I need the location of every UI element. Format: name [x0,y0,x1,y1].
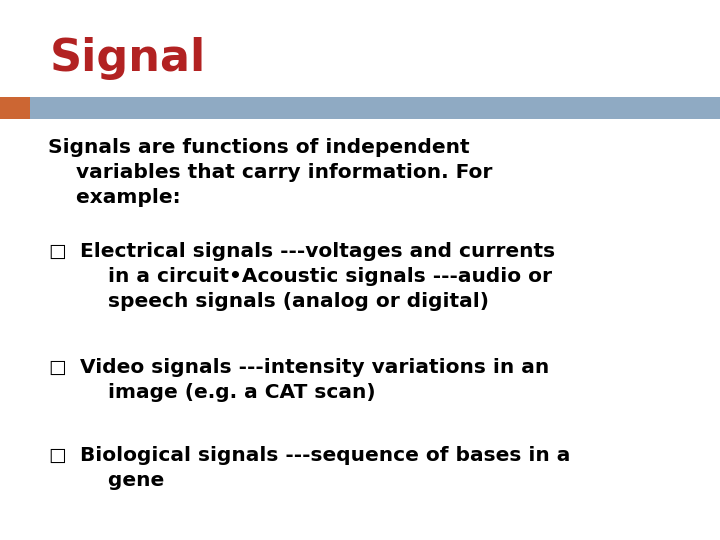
Bar [0,97,720,119]
Text: □: □ [48,242,66,261]
Text: □: □ [48,446,66,465]
Text: Electrical signals ---voltages and currents
    in a circuit•Acoustic signals --: Electrical signals ---voltages and curre… [80,242,555,311]
Text: Signal: Signal [50,37,206,79]
Text: □: □ [48,358,66,377]
Bar [0,97,30,119]
Text: Signals are functions of independent
    variables that carry information. For
 : Signals are functions of independent var… [48,138,492,207]
Text: Biological signals ---sequence of bases in a
    gene: Biological signals ---sequence of bases … [80,446,570,490]
Text: Video signals ---intensity variations in an
    image (e.g. a CAT scan): Video signals ---intensity variations in… [80,358,549,402]
